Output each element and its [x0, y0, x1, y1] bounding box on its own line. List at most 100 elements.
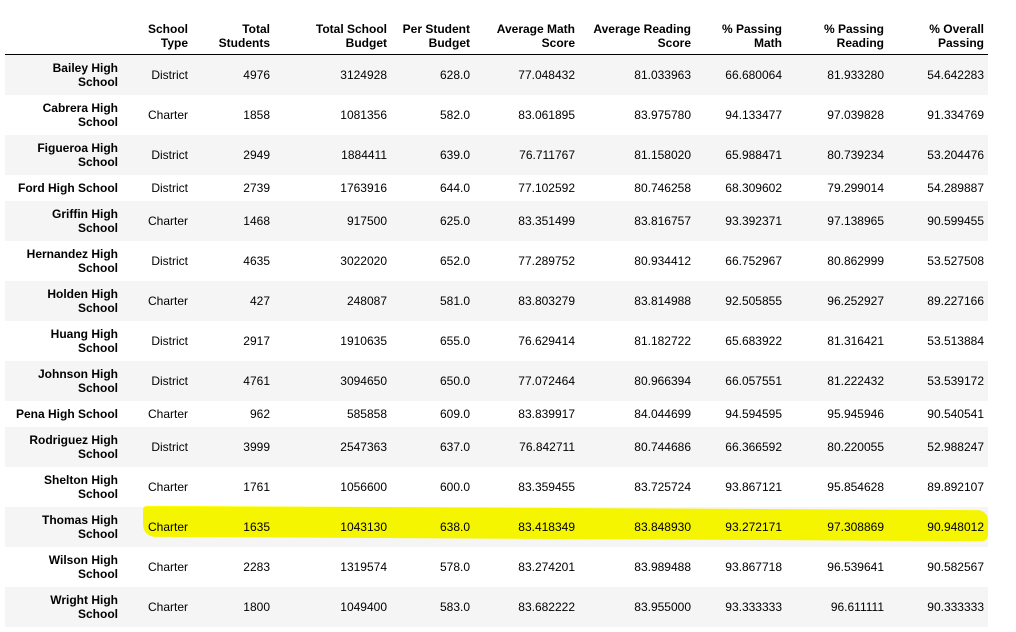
header-line: Students [218, 36, 270, 50]
header-line: Score [657, 36, 691, 50]
cell: 94.594595 [725, 406, 782, 421]
highlight [143, 505, 988, 542]
label-line: School [77, 446, 118, 461]
label-line: School [77, 566, 118, 581]
label-line: Cabrera High [42, 100, 118, 115]
header-row: School Type Total Students Total School Budge… [5, 10, 988, 55]
header-line: Per Student [402, 22, 470, 36]
cell: 644.0 [439, 180, 470, 195]
row-label: Ford High School [5, 175, 122, 201]
table-row: Pena High School Charter 962 585858 609.0 83.… [5, 401, 988, 427]
label-line: School [77, 380, 118, 395]
cell: 625.0 [439, 213, 470, 228]
cell: 80.862999 [827, 253, 884, 268]
cell: District [151, 67, 188, 82]
cell: 96.539641 [827, 559, 884, 574]
table-row: Holden High School Charter 427 248087 581.0 83… [5, 280, 988, 321]
cell: 95.945946 [827, 406, 884, 421]
cell: 80.934412 [634, 253, 691, 268]
cell: 1858 [243, 107, 270, 122]
cell: 66.057551 [725, 373, 782, 388]
cell: 2949 [243, 147, 270, 162]
label-line: School [77, 74, 118, 89]
cell: 1049400 [340, 599, 387, 614]
cell: 77.102592 [518, 180, 575, 195]
row-label: Griffin High School [5, 201, 122, 241]
cell: Charter [147, 479, 188, 494]
column-header: Per Student Budget [391, 10, 474, 55]
cell: 81.933280 [827, 67, 884, 82]
header-line: Budget [345, 36, 387, 50]
row-label: Cabrera High School [5, 95, 122, 135]
cell: 83.814988 [634, 293, 691, 308]
cell: 81.033963 [634, 67, 691, 82]
cell: 66.680064 [725, 67, 782, 82]
cell: 77.072464 [518, 373, 575, 388]
table-row: Huang High School District 2917 1910635 655.0… [5, 321, 988, 361]
cell: 3999 [243, 439, 270, 454]
cell: 583.0 [439, 599, 470, 614]
row-label: Holden High School [5, 281, 122, 321]
label-line: Ford High School [18, 180, 118, 195]
cell: 84.044699 [634, 406, 691, 421]
cell: 52.988247 [927, 439, 984, 454]
header-line: Total School [315, 22, 387, 36]
cell: 81.158020 [634, 147, 691, 162]
header-line: % Passing [823, 22, 884, 36]
table-row: Shelton High School Charter 1761 1056600 600.… [5, 467, 988, 507]
cell: 76.711767 [519, 147, 575, 162]
cell: 83.975780 [634, 107, 691, 122]
cell: 1884411 [341, 147, 387, 162]
cell: 77.048432 [518, 67, 575, 82]
label-line: Griffin High [52, 206, 118, 221]
cell: 2547363 [340, 439, 387, 454]
cell: 54.289887 [927, 180, 984, 195]
cell: 96.252927 [827, 293, 884, 308]
cell: 4635 [243, 253, 270, 268]
cell: District [151, 147, 188, 162]
cell: 79.299014 [827, 180, 884, 195]
cell: 81.316421 [827, 333, 884, 348]
header-line: Average Reading [593, 22, 691, 36]
cell: 1081356 [340, 107, 387, 122]
cell: 77.289752 [518, 253, 575, 268]
row-label: Figueroa High School [5, 135, 122, 175]
table-row: Griffin High School Charter 1468 917500 625.0… [5, 200, 988, 241]
cell: 83.351499 [518, 213, 575, 228]
cell: District [151, 373, 188, 388]
header-line: Total [242, 22, 270, 36]
column-header: % Passing Reading [786, 10, 888, 55]
cell: 1763916 [340, 180, 387, 195]
row-label: Huang High School [5, 321, 122, 361]
cell: 581.0 [439, 293, 470, 308]
label-line: Figueroa High [37, 140, 118, 155]
cell: 83.725724 [634, 479, 691, 494]
cell: 91.334769 [927, 107, 984, 122]
cell: District [151, 253, 188, 268]
table-body: Bailey High School District 4976 3124928 628.… [5, 54, 988, 627]
cell: 53.539172 [927, 373, 984, 388]
cell: Charter [147, 559, 188, 574]
column-header: % Passing Math [695, 10, 786, 55]
index-header [5, 10, 122, 55]
column-header: Total Students [192, 10, 274, 55]
cell: 582.0 [439, 107, 470, 122]
label-line: Huang High [50, 326, 118, 341]
cell: 628.0 [439, 67, 470, 82]
cell: 585858 [346, 406, 387, 421]
cell: 65.988471 [725, 147, 782, 162]
label-line: School [77, 154, 118, 169]
cell: 94.133477 [725, 107, 782, 122]
header-line: Score [541, 36, 575, 50]
label-line: Hernandez High [26, 246, 118, 261]
cell: 83.274201 [518, 559, 575, 574]
row-label: Bailey High School [5, 55, 122, 95]
cell: 3022020 [340, 253, 387, 268]
label-line: Johnson High [38, 366, 118, 381]
header-line: Average Math [496, 22, 575, 36]
cell: 1468 [243, 213, 270, 228]
cell: 600.0 [439, 479, 470, 494]
cell: 80.744686 [634, 439, 691, 454]
cell: 90.540541 [927, 406, 984, 421]
